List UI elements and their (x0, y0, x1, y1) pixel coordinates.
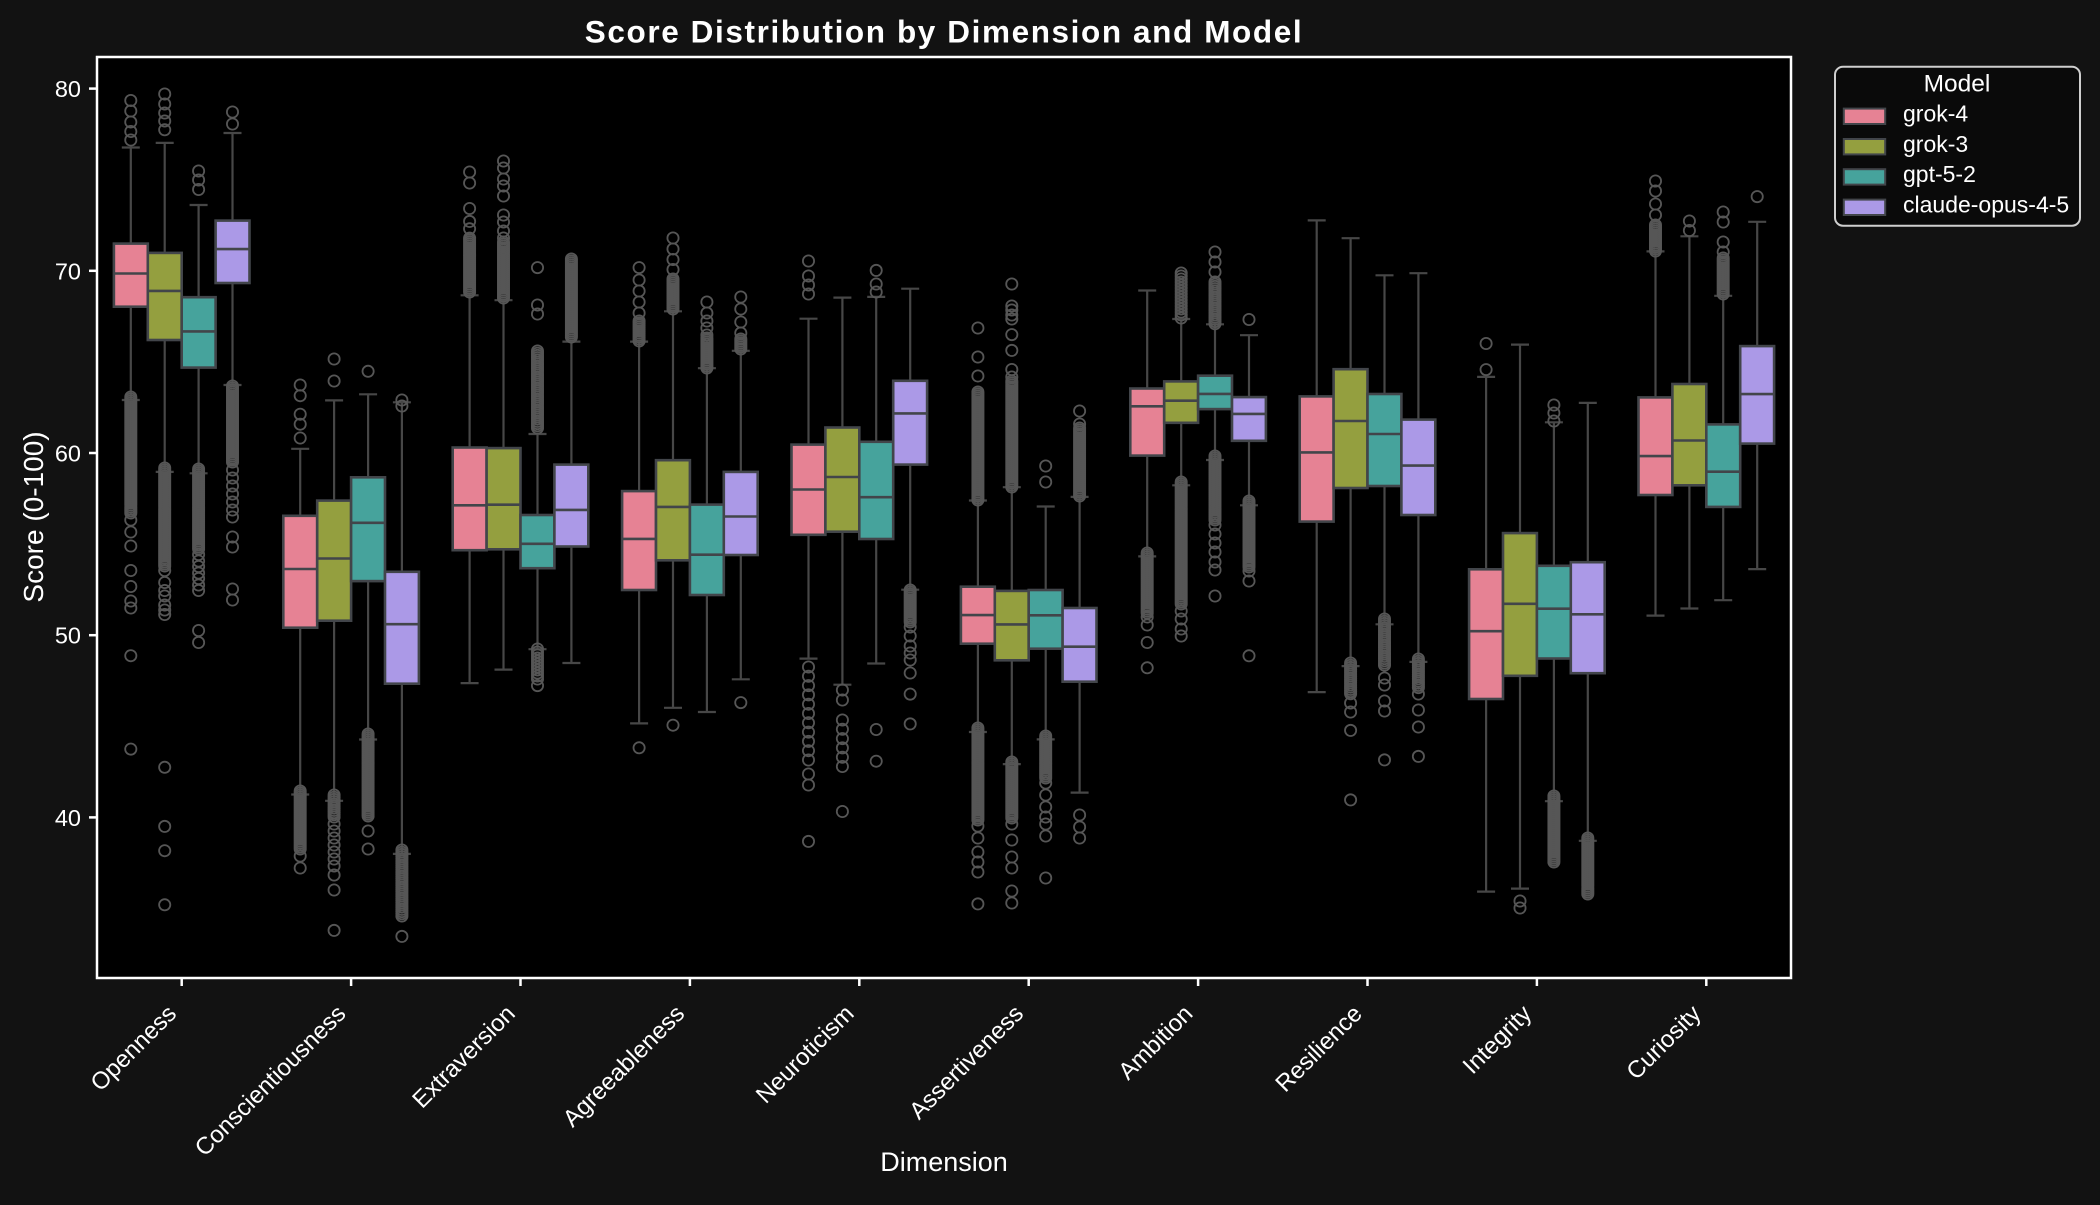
svg-text:grok-4: grok-4 (1903, 101, 1968, 127)
svg-text:50: 50 (55, 623, 81, 649)
svg-text:60: 60 (55, 441, 81, 467)
svg-text:grok-3: grok-3 (1903, 131, 1968, 157)
svg-text:70: 70 (55, 258, 81, 284)
svg-text:claude-opus-4-5: claude-opus-4-5 (1903, 192, 2069, 218)
svg-text:Score Distribution by Dimensio: Score Distribution by Dimension and Mode… (585, 14, 1303, 50)
svg-text:gpt-5-2: gpt-5-2 (1903, 161, 1976, 187)
svg-text:Model: Model (1924, 71, 1991, 98)
svg-text:40: 40 (55, 805, 81, 831)
svg-text:Score (0-100): Score (0-100) (18, 431, 49, 602)
svg-text:Dimension: Dimension (880, 1147, 1008, 1177)
svg-text:80: 80 (55, 76, 81, 102)
